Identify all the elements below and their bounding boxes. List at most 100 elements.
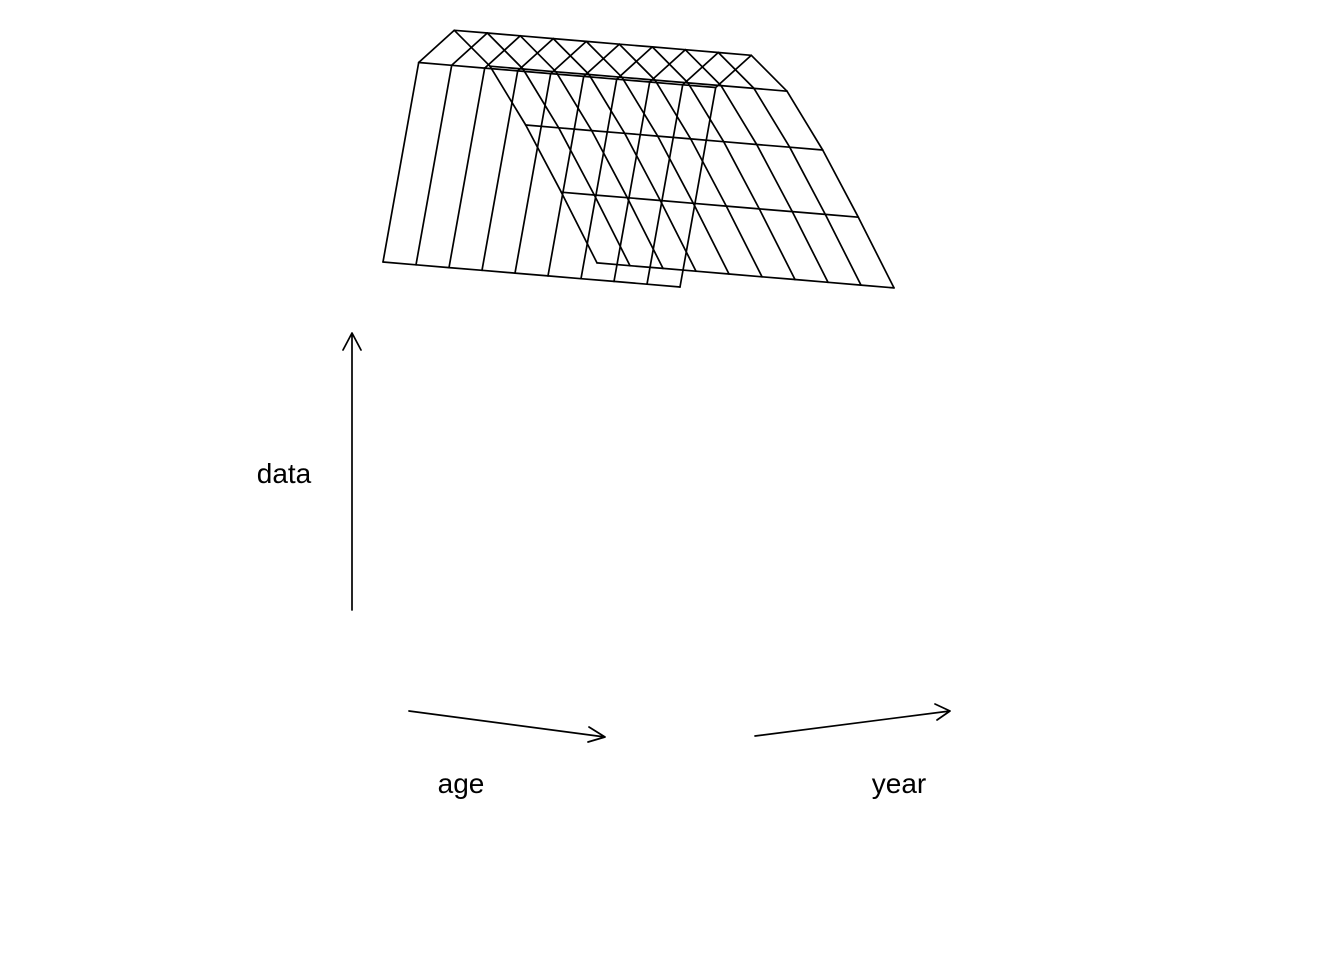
mesh-age-line <box>717 51 753 57</box>
mesh-age-line <box>827 281 862 286</box>
y-axis-label: year <box>872 768 926 799</box>
mesh-year-line <box>687 82 725 143</box>
mesh-age-line <box>618 43 654 48</box>
mesh-year-line <box>689 138 728 207</box>
mesh-year-line <box>555 70 593 132</box>
mesh-year-line <box>786 90 824 151</box>
mesh-age-line <box>522 68 557 73</box>
year-axis-arrow <box>754 703 951 737</box>
mesh-year-line <box>519 34 557 73</box>
mesh-age-line <box>687 82 722 87</box>
mesh-year-line <box>582 43 621 78</box>
mesh-year-line <box>679 86 717 288</box>
mesh-age-line <box>646 283 681 288</box>
mesh-year-line <box>714 54 753 89</box>
mesh-age-line <box>590 129 626 135</box>
mesh-year-line <box>524 124 563 194</box>
mesh-year-line <box>623 132 662 202</box>
mesh-year-line <box>681 51 720 86</box>
mesh-year-line <box>717 51 755 90</box>
mesh-age-line <box>720 84 755 90</box>
mesh-year-line <box>626 196 664 270</box>
mesh-age-line <box>516 70 552 75</box>
mesh-age-line <box>524 124 560 129</box>
mesh-year-line <box>755 143 794 213</box>
mesh-year-line <box>450 32 489 67</box>
mesh-year-line <box>654 79 692 140</box>
mesh-year-line <box>659 199 697 273</box>
mesh-age-line <box>651 46 687 51</box>
mesh-age-line <box>481 269 516 274</box>
mesh-age-line <box>417 61 453 67</box>
mesh-year-line <box>615 46 654 81</box>
mesh-age-line <box>860 284 895 289</box>
mesh-age-line <box>722 140 758 146</box>
z-axis-label: data <box>257 458 312 489</box>
mesh-year-line <box>750 54 788 93</box>
mesh-age-line <box>794 278 829 284</box>
mesh-year-line <box>590 129 629 199</box>
mesh-year-line <box>788 146 827 216</box>
mesh-year-line <box>651 46 689 84</box>
mesh-year-line <box>382 61 420 263</box>
mesh-age-line <box>593 194 629 199</box>
mesh-year-line <box>588 73 626 135</box>
mesh-year-line <box>692 202 730 275</box>
mesh-age-line <box>588 73 623 79</box>
mesh-year-line <box>722 140 761 210</box>
mesh-year-line <box>552 37 590 76</box>
mesh-age-line <box>659 199 695 205</box>
mesh-year-line <box>821 149 860 219</box>
surface-mesh <box>382 29 895 289</box>
mesh-age-line <box>755 143 791 149</box>
mesh-year-line <box>453 29 491 68</box>
mesh-year-line <box>656 135 695 205</box>
z-axis-arrow <box>342 332 362 611</box>
mesh-age-line <box>453 29 489 34</box>
mesh-year-line <box>557 126 596 196</box>
mesh-age-line <box>648 81 684 86</box>
mesh-year-line <box>684 48 722 87</box>
mesh-age-line <box>753 87 788 93</box>
mesh-age-line <box>450 64 486 69</box>
mesh-year-line <box>824 213 862 286</box>
mesh-age-line <box>824 213 860 219</box>
mesh-year-line <box>547 75 585 277</box>
mesh-age-line <box>580 277 615 283</box>
mesh-age-line <box>629 264 664 270</box>
mesh-age-line <box>613 280 648 286</box>
mesh-age-line <box>791 210 827 216</box>
mesh-age-line <box>596 262 631 267</box>
mesh-age-line <box>615 78 651 83</box>
mesh-year-line <box>514 72 552 274</box>
mesh-year-line <box>522 68 560 129</box>
mesh-age-line <box>585 40 621 46</box>
mesh-age-line <box>761 275 796 281</box>
mesh-age-line <box>448 266 483 272</box>
mesh-age-line <box>728 273 763 278</box>
mesh-year-line <box>560 191 598 264</box>
mesh-year-line <box>483 34 522 69</box>
mesh-age-line <box>582 75 618 81</box>
mesh-year-line <box>720 84 758 146</box>
mesh-age-line <box>788 146 824 151</box>
mesh-age-line <box>415 263 450 269</box>
mesh-age-line <box>725 205 761 210</box>
mesh-age-line <box>695 270 730 275</box>
mesh-year-line <box>593 194 631 267</box>
mesh-year-line <box>758 208 796 281</box>
mesh-year-line <box>791 210 829 284</box>
mesh-age-line <box>557 126 593 132</box>
mesh-age-line <box>662 267 697 273</box>
mesh-age-line <box>689 138 725 143</box>
mesh-age-line <box>626 196 662 202</box>
mesh-year-line <box>549 40 588 75</box>
mesh-year-line <box>648 48 687 83</box>
mesh-year-line <box>585 40 623 79</box>
mesh-age-line <box>684 48 720 54</box>
mesh-age-line <box>621 76 656 81</box>
mesh-year-line <box>580 78 618 280</box>
mesh-age-line <box>519 34 555 40</box>
mesh-age-line <box>483 67 519 72</box>
